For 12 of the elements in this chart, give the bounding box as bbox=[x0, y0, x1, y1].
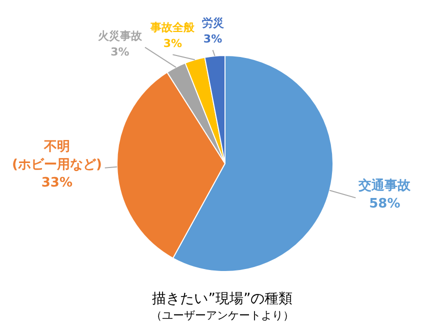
slice-label: 交通事故 bbox=[358, 178, 412, 194]
slice-label: 不明 (ホビー用など) bbox=[12, 140, 102, 173]
slice-label: 火災事故 bbox=[98, 30, 143, 43]
text: （ユーザーアンケートより） bbox=[150, 308, 295, 323]
data-label: 3% bbox=[203, 32, 222, 46]
data-label: 3% bbox=[110, 46, 130, 59]
slice-label: 労災 bbox=[202, 16, 224, 30]
data-label: 3% bbox=[163, 37, 182, 50]
data-label: 33% bbox=[41, 176, 73, 191]
slice-label: 事故全般 bbox=[150, 21, 196, 34]
text: 描きたい”現場”の種類 bbox=[151, 290, 294, 308]
data-label: 58% bbox=[369, 196, 400, 212]
